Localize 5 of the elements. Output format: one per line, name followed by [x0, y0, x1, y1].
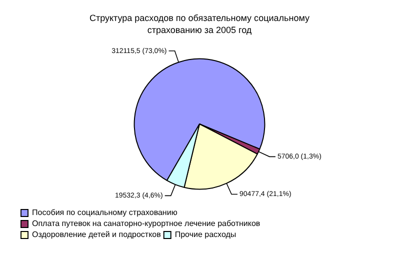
- legend-label: Оплата путевок на санаторно-курортное лечение работников: [32, 219, 260, 228]
- legend-label: Пособия по социальному страхованию: [32, 208, 178, 218]
- legend-label: Прочие расходы: [174, 230, 236, 240]
- chart-title: Структура расходов по обязательному социальному страхованию за 2005 год: [88, 12, 311, 36]
- legend-label: Оздоровление детей и подростков: [32, 230, 161, 240]
